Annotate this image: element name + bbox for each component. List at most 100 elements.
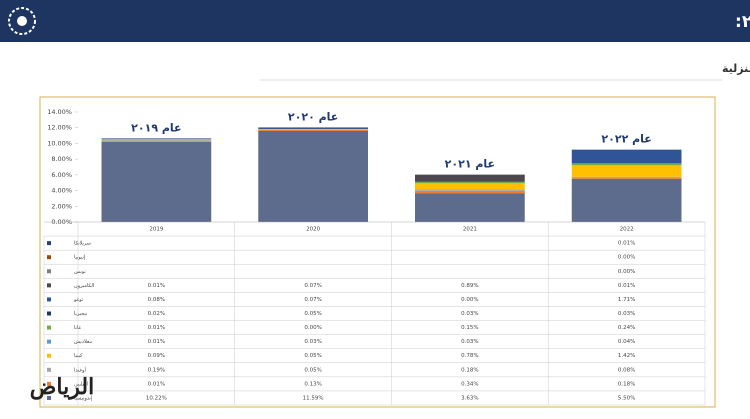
legend-swatch	[47, 255, 51, 260]
legend-label: تونس	[74, 269, 86, 275]
legend-label: الكاميرون	[74, 283, 94, 289]
header-band	[0, 0, 750, 42]
table-cell: 0.08%	[618, 367, 635, 373]
legend-swatch	[47, 353, 51, 358]
table-cell: 0.01%	[148, 325, 165, 331]
table-cell: 0.00%	[304, 325, 321, 331]
legend-label: توغو	[73, 297, 84, 303]
y-tick-label: 14.00%	[47, 108, 72, 116]
slide-title: النسبة المئوية للتغيب عن العمل لعام ٢٠٢٢…	[735, 12, 750, 32]
chart: 0.00% 2.00% 4.00% 6.00% 8.00% 10.00% 12.00% 14.…	[43, 108, 706, 406]
legend-label: غانا	[74, 325, 81, 331]
bar-segment	[571, 176, 682, 178]
y-tick-label: 10.00%	[47, 139, 72, 147]
table-cell: 1.42%	[618, 353, 635, 359]
table-cell: 0.18%	[618, 381, 635, 387]
table-cell: 0.02%	[148, 311, 165, 317]
bar-segment	[258, 129, 368, 131]
bar-segment	[571, 149, 682, 164]
bar-segment	[571, 163, 682, 166]
table-cell: 0.04%	[618, 339, 635, 345]
table-cell: 0.03%	[304, 339, 321, 345]
bar-segment	[101, 138, 212, 140]
year-annotation: عام ٢٠٢٠	[288, 110, 338, 123]
bar-segment	[258, 130, 368, 222]
bar-segment	[101, 140, 212, 142]
column-header: 2019	[149, 227, 163, 233]
table-cell: 0.03%	[618, 311, 635, 317]
column-header: 2021	[463, 227, 477, 233]
column-header: 2020	[306, 227, 320, 233]
table-cell: 0.15%	[461, 325, 478, 331]
table-cell: 11.59%	[303, 395, 324, 401]
column-header: 2022	[620, 227, 634, 233]
table-cell: 0.01%	[148, 283, 165, 289]
table-cell: 1.71%	[618, 297, 635, 303]
legend-swatch	[47, 339, 51, 344]
bar-segment	[571, 177, 682, 179]
table-cell: 0.01%	[618, 241, 635, 247]
year-annotation: عام ٢٠٢١	[445, 158, 495, 171]
legend-label: كينيا	[74, 353, 83, 359]
table-cell: 0.00%	[618, 269, 635, 275]
table-cell: 0.19%	[148, 367, 165, 373]
legend-swatch	[47, 297, 51, 302]
year-annotation: عام ٢٠٢٢	[601, 133, 651, 146]
bar-segment	[415, 181, 525, 184]
legend-swatch	[47, 241, 51, 246]
table-cell: 0.18%	[461, 367, 478, 373]
table-cell: 0.03%	[461, 339, 478, 345]
table-cell: 5.50%	[618, 395, 635, 401]
table-cell: 0.07%	[304, 283, 321, 289]
table-cell: 0.89%	[461, 283, 478, 289]
bar-segment	[258, 127, 368, 129]
logo-emblem	[8, 7, 36, 35]
y-tick-label: 6.00%	[51, 171, 72, 179]
table-cell: 10.22%	[146, 395, 167, 401]
bar-segment	[571, 165, 682, 177]
table-cell: 0.01%	[618, 283, 635, 289]
legend-label: أوغندا	[74, 366, 87, 373]
table-cell: 0.13%	[304, 381, 321, 387]
table-cell: 0.09%	[148, 353, 165, 359]
table-cell: 0.00%	[618, 255, 635, 261]
logo-emblem-core	[17, 16, 27, 26]
year-annotation: عام ٢٠١٩	[131, 121, 181, 134]
y-tick-label: 8.00%	[51, 155, 72, 163]
table-cell: 0.07%	[304, 297, 321, 303]
legend-label: الفلبين	[74, 381, 88, 387]
y-tick-label: 4.00%	[51, 187, 72, 195]
bar-segment	[101, 141, 212, 222]
legend-label: بنغلاديش	[74, 339, 92, 345]
table-cell: 0.24%	[618, 325, 635, 331]
table-cell: 0.78%	[461, 353, 478, 359]
bar-segment	[571, 178, 682, 222]
bar-segment	[415, 189, 525, 191]
table-cell: 0.34%	[461, 381, 478, 387]
y-tick-label: 2.00%	[51, 202, 72, 210]
bar-segment	[415, 190, 525, 194]
table-cell: 0.05%	[304, 311, 321, 317]
bar-segment	[415, 193, 525, 222]
table-cell: 0.01%	[148, 381, 165, 387]
legend-swatch	[47, 283, 51, 288]
legend-swatch	[47, 311, 51, 316]
y-tick-label: 12.00%	[47, 124, 72, 132]
legend-swatch	[47, 325, 51, 330]
legend-label: سريلانكا	[74, 241, 91, 247]
legend-swatch	[47, 269, 51, 274]
legend-label: إثيوبيا	[74, 255, 86, 261]
table-cell: 0.01%	[148, 339, 165, 345]
table-cell: 0.00%	[461, 297, 478, 303]
legend-label: نيجيريا	[74, 311, 87, 317]
table-cell: 0.03%	[461, 311, 478, 317]
newspaper-logo: الرياض	[30, 374, 94, 400]
legend-swatch	[47, 395, 51, 400]
bar-segment	[258, 127, 368, 128]
bar-segment	[101, 139, 212, 141]
table-cell: 3.63%	[461, 395, 478, 401]
table-cell: 0.08%	[148, 297, 165, 303]
legend-label: إندونيسيا	[74, 395, 93, 401]
bar-segment	[415, 183, 525, 190]
